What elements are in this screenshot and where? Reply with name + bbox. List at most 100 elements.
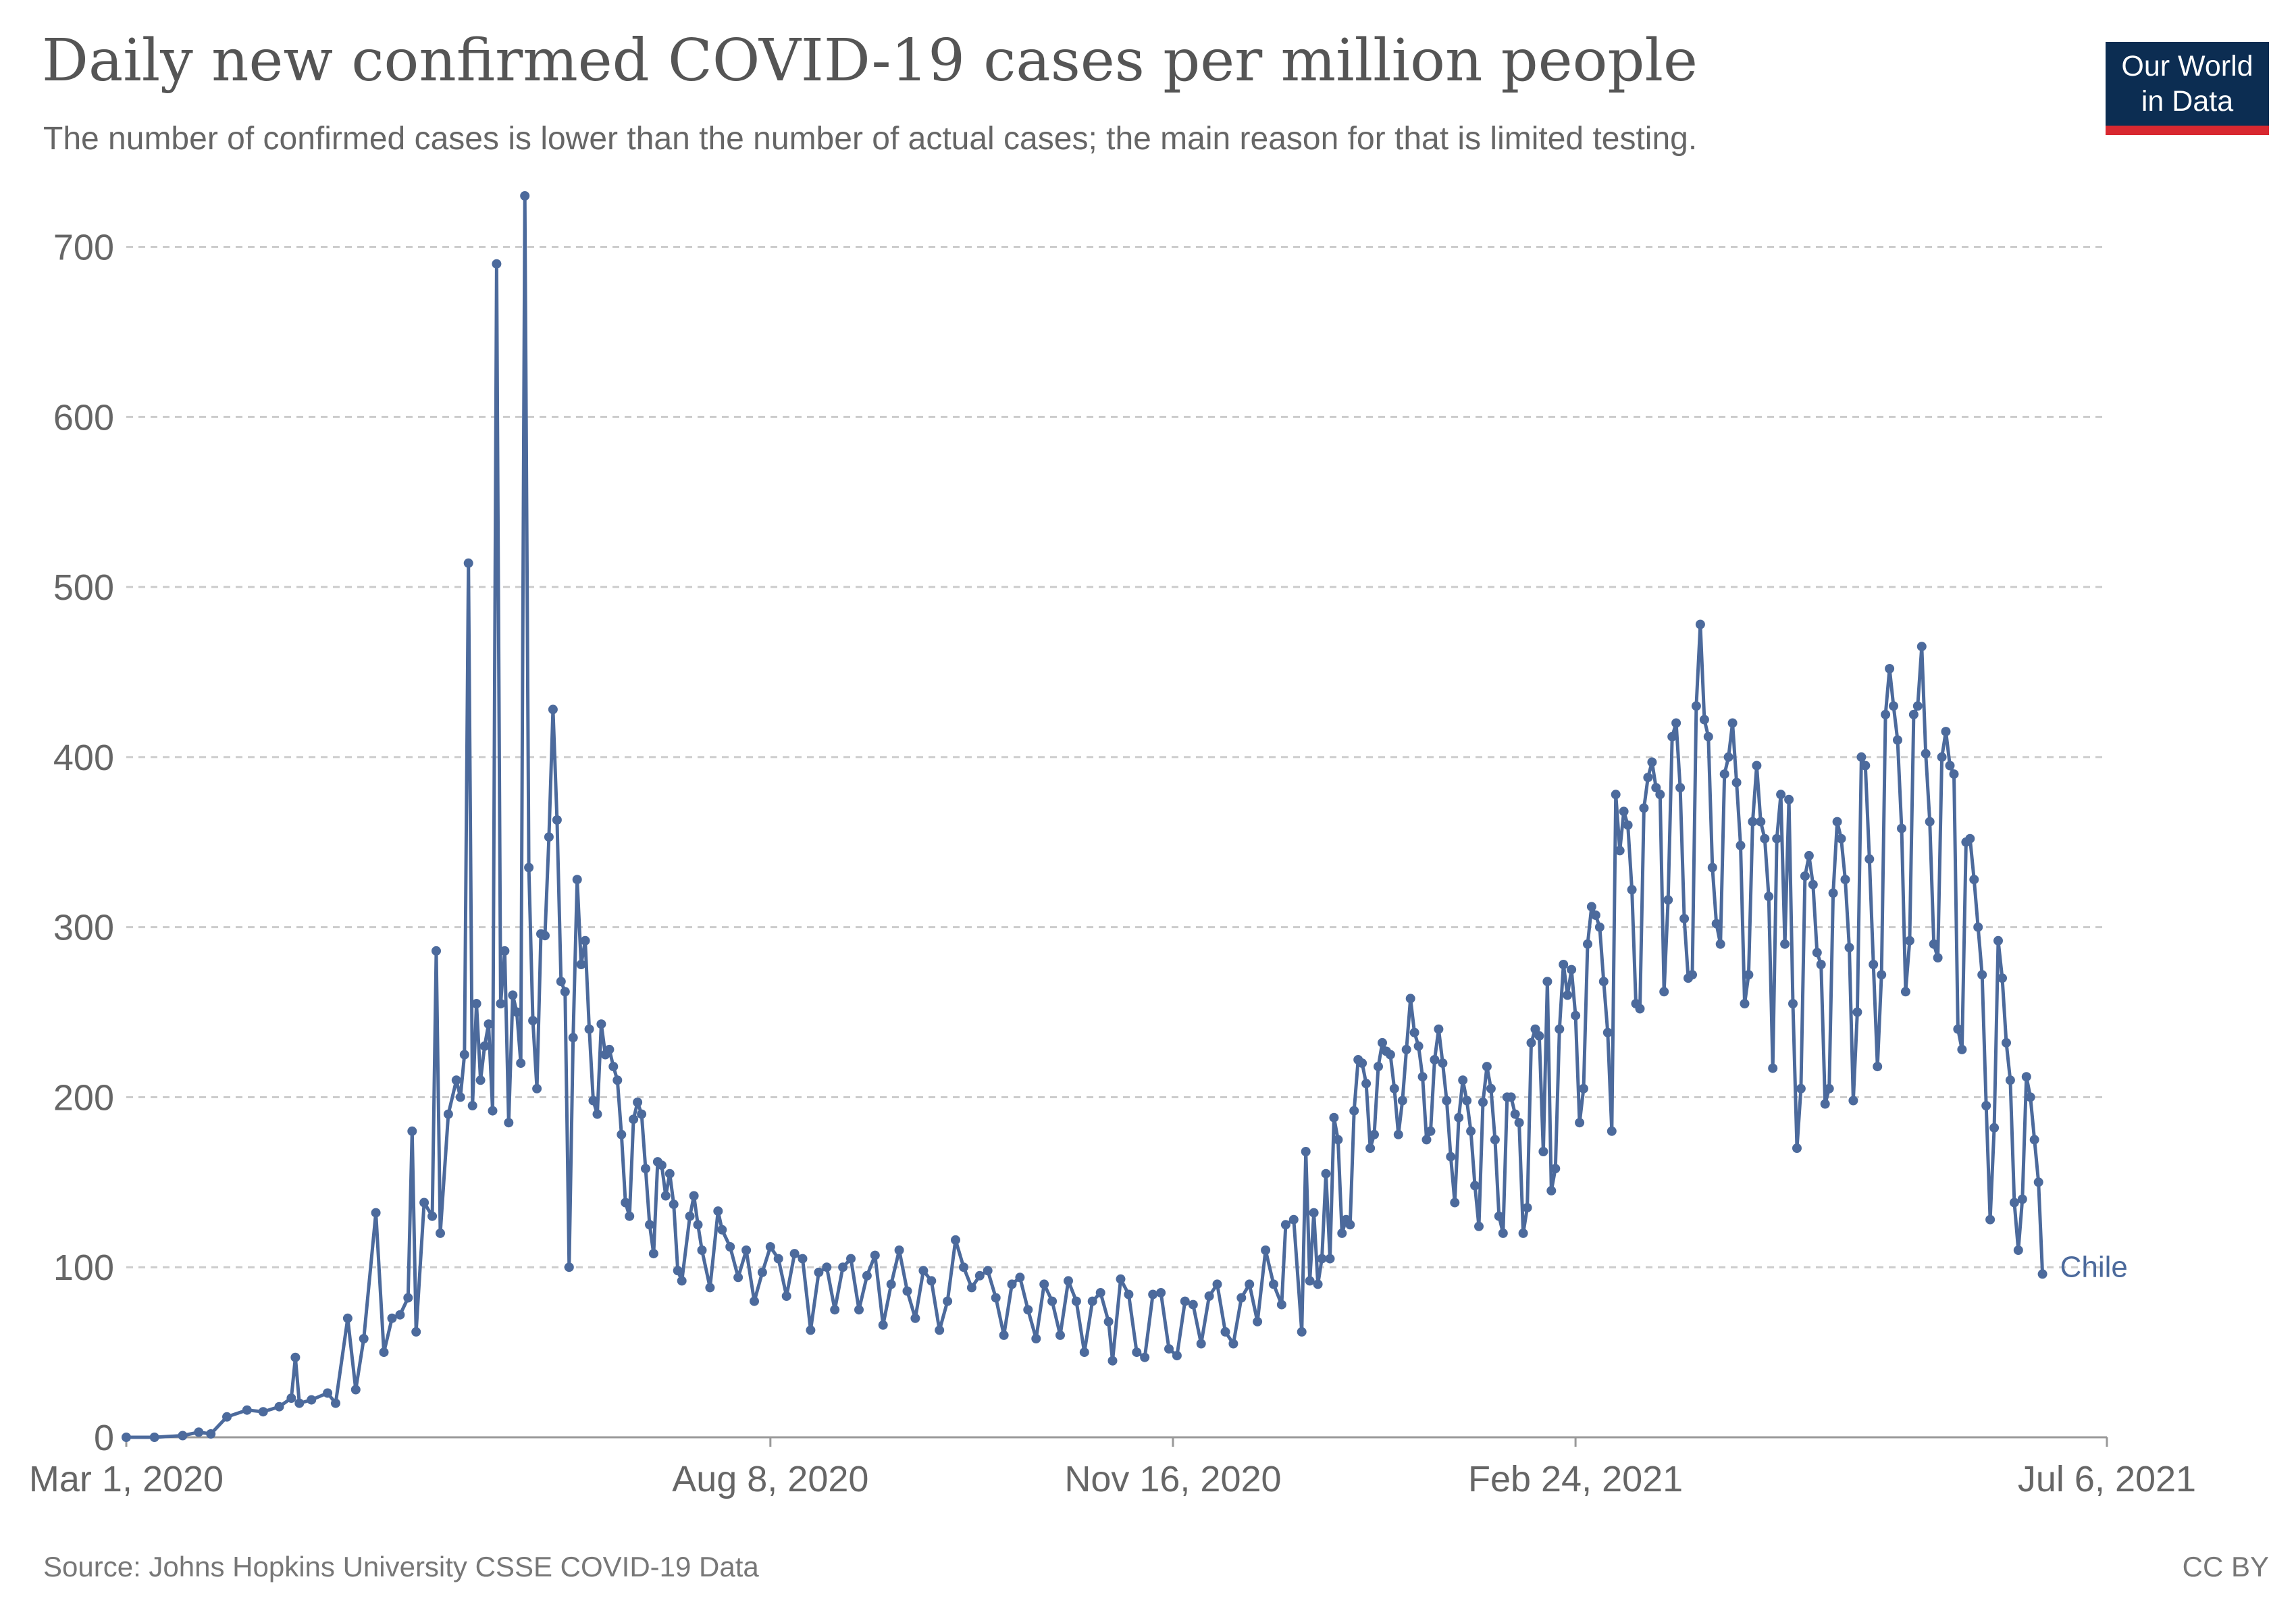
data-point — [568, 1033, 578, 1043]
data-point — [580, 935, 590, 946]
data-point — [1953, 1024, 1963, 1034]
data-point — [1538, 1147, 1548, 1156]
data-point — [1949, 769, 1959, 779]
data-point — [1691, 701, 1701, 711]
data-point — [584, 1024, 594, 1034]
data-point — [1498, 1228, 1508, 1238]
data-point — [1071, 1296, 1081, 1306]
data-point — [1808, 879, 1818, 890]
data-point — [1840, 875, 1850, 885]
x-tick-label-1: Aug 8, 2020 — [672, 1459, 868, 1499]
x-tick-label-2: Nov 16, 2020 — [1064, 1459, 1281, 1499]
series-chile[interactable]: Chile — [122, 191, 2128, 1442]
data-point — [274, 1401, 284, 1412]
data-point — [258, 1407, 268, 1417]
data-point — [1731, 777, 1742, 788]
data-point — [1575, 1118, 1585, 1128]
data-point — [1873, 1062, 1883, 1072]
data-point — [1007, 1279, 1017, 1289]
data-point — [508, 990, 518, 1000]
data-point — [974, 1270, 985, 1281]
data-point — [286, 1393, 296, 1404]
data-point — [1756, 817, 1766, 827]
data-point — [1941, 727, 1951, 737]
data-point — [1929, 939, 1939, 949]
data-point — [637, 1109, 647, 1119]
data-point — [1454, 1112, 1464, 1123]
data-point — [991, 1293, 1001, 1303]
data-point — [648, 1249, 658, 1259]
data-point — [1715, 939, 1725, 949]
data-point — [1989, 1123, 2000, 1133]
data-point — [1615, 846, 1625, 856]
owid-logo[interactable]: Our World in Data — [2106, 42, 2269, 135]
data-point — [1780, 939, 1790, 949]
data-point — [459, 1050, 469, 1060]
data-point — [918, 1266, 929, 1276]
data-point — [1579, 1083, 1588, 1093]
data-point — [1378, 1037, 1387, 1048]
data-point — [1748, 817, 1758, 827]
x-tick-label-3: Feb 24, 2021 — [1468, 1459, 1683, 1499]
x-tick-label-0: Mar 1, 2020 — [29, 1459, 224, 1499]
data-point — [564, 1262, 574, 1272]
source-note[interactable]: Source: Johns Hopkins University CSSE CO… — [43, 1551, 759, 1583]
data-point — [504, 1118, 514, 1128]
data-point — [1148, 1289, 1158, 1300]
data-point — [870, 1250, 880, 1260]
data-point — [1893, 735, 1902, 745]
data-point — [1945, 761, 1955, 771]
data-point — [1116, 1274, 1126, 1284]
data-point — [1679, 914, 1690, 924]
data-point — [1087, 1296, 1097, 1306]
data-point — [419, 1198, 429, 1208]
data-point — [1852, 1007, 1862, 1017]
data-point — [685, 1211, 695, 1221]
data-point — [1869, 960, 1879, 969]
data-point — [1245, 1279, 1255, 1289]
data-point — [484, 1019, 494, 1029]
data-point — [479, 1041, 490, 1051]
data-point — [1393, 1129, 1403, 1139]
data-point — [350, 1385, 361, 1395]
data-point — [725, 1242, 735, 1252]
data-point — [838, 1262, 848, 1272]
data-point — [1933, 953, 1943, 962]
data-point — [705, 1283, 715, 1293]
data-point — [1965, 833, 1975, 844]
data-point — [1164, 1344, 1174, 1354]
data-point — [1985, 1214, 1995, 1225]
data-point — [1832, 817, 1842, 827]
data-point — [1064, 1276, 1073, 1286]
chart-subtitle: The number of confirmed cases is lower t… — [43, 121, 1698, 157]
data-point — [1337, 1228, 1347, 1238]
data-point — [1261, 1245, 1271, 1255]
data-point — [1405, 994, 1415, 1004]
data-point — [1204, 1291, 1214, 1301]
data-point — [773, 1254, 783, 1264]
data-point — [1792, 1143, 1802, 1153]
data-point — [1518, 1228, 1528, 1238]
logo-line-2: in Data — [2141, 85, 2234, 118]
data-point — [1530, 1024, 1540, 1034]
data-point — [1317, 1254, 1327, 1264]
license-label[interactable]: CC BY — [2182, 1551, 2269, 1583]
data-point — [1124, 1289, 1134, 1300]
data-point — [475, 1075, 486, 1085]
data-point — [1546, 1185, 1557, 1195]
data-point — [455, 1092, 465, 1102]
data-point — [1744, 970, 1754, 980]
data-point — [1534, 1031, 1544, 1041]
data-point — [294, 1398, 305, 1408]
data-point — [1023, 1305, 1033, 1315]
data-point — [1707, 863, 1717, 873]
data-point — [999, 1330, 1009, 1340]
data-point — [1703, 731, 1713, 742]
logo-accent-bar — [2106, 126, 2269, 135]
data-point — [1900, 987, 1910, 997]
data-point — [1132, 1347, 1142, 1358]
data-point — [222, 1412, 232, 1422]
data-point — [1860, 761, 1871, 771]
data-point — [1478, 1098, 1488, 1107]
